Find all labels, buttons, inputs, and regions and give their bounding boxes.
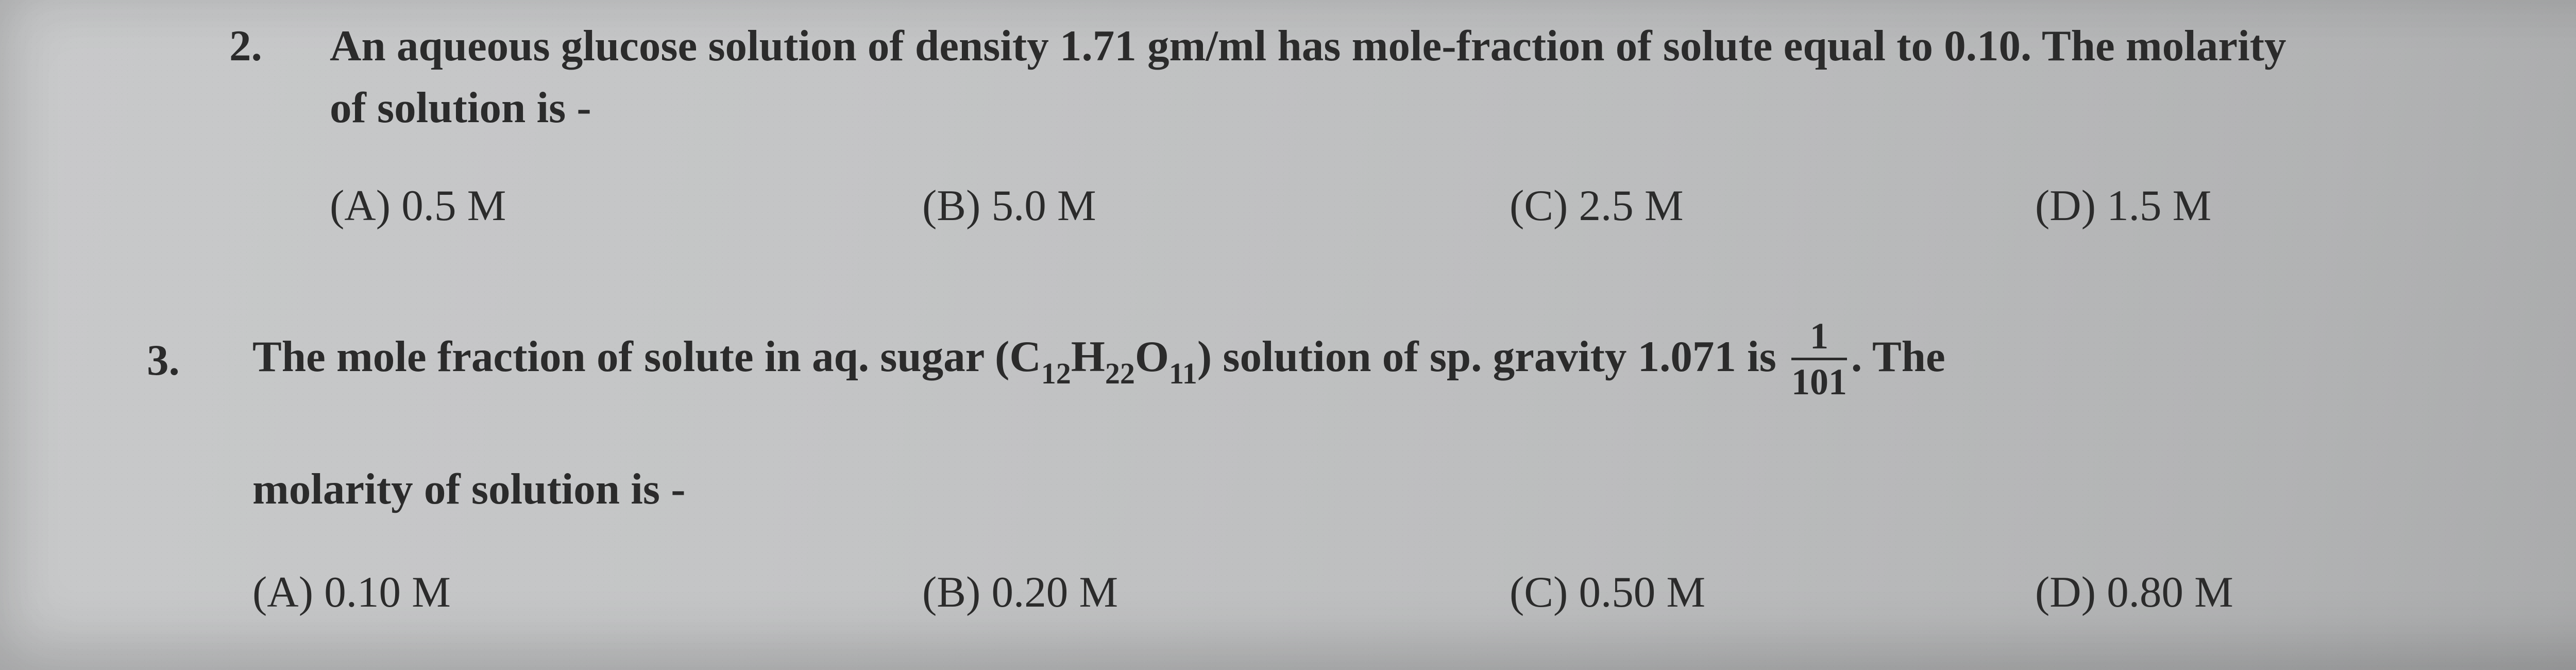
q2-number: 2. (229, 21, 262, 71)
q2-option-c: (C) 2.5 M (1510, 180, 1684, 231)
q3-line1-pre: The mole fraction of solute in aq. sugar… (252, 332, 1041, 381)
q3-line1-post1: ) solution of sp. gravity 1.071 is (1197, 332, 1787, 381)
q3-option-a: (A) 0.10 M (252, 567, 451, 617)
q2-option-d: (D) 1.5 M (2035, 180, 2211, 231)
q3-fraction: 1101 (1791, 317, 1847, 400)
q2-line2: of solution is - (330, 82, 591, 133)
q3-sub-22: 22 (1105, 357, 1135, 390)
q2-option-a: (A) 0.5 M (330, 180, 506, 231)
q3-line1: The mole fraction of solute in aq. sugar… (252, 320, 1945, 403)
q3-line1-post2: . The (1851, 332, 1945, 381)
q3-sub-12: 12 (1041, 357, 1071, 390)
q3-frac-num: 1 (1791, 317, 1847, 360)
q3-option-d: (D) 0.80 M (2035, 567, 2233, 617)
q3-line1-h: H (1071, 332, 1105, 381)
q3-number: 3. (147, 335, 180, 386)
q2-option-b: (B) 5.0 M (922, 180, 1096, 231)
page: 2. An aqueous glucose solution of densit… (0, 0, 2576, 670)
q3-frac-den: 101 (1791, 360, 1847, 400)
q3-line1-o: O (1135, 332, 1169, 381)
q3-sub-11: 11 (1169, 357, 1197, 390)
q3-option-b: (B) 0.20 M (922, 567, 1118, 617)
q3-line2: molarity of solution is - (252, 464, 686, 514)
q2-line1: An aqueous glucose solution of density 1… (330, 21, 2286, 71)
q3-option-c: (C) 0.50 M (1510, 567, 1705, 617)
